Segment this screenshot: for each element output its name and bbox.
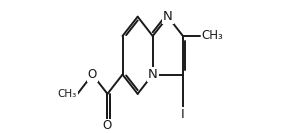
Text: O: O	[103, 119, 112, 132]
Text: N: N	[148, 68, 158, 81]
Text: N: N	[163, 10, 173, 23]
Text: CH₃: CH₃	[58, 89, 77, 99]
Text: I: I	[181, 108, 185, 121]
Text: CH₃: CH₃	[201, 30, 223, 42]
Text: O: O	[88, 68, 97, 81]
